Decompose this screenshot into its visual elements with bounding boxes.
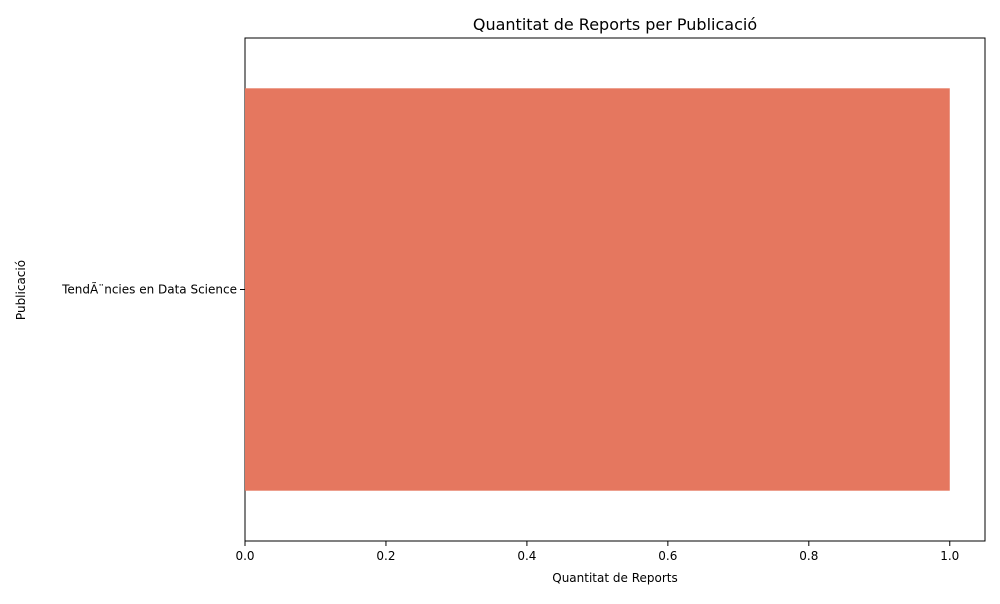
y-axis-ticks: TendÃ¨ncies en Data Science [61, 282, 245, 297]
bar-series [245, 88, 950, 491]
chart-title: Quantitat de Reports per Publicació [473, 15, 757, 34]
x-tick-label: 0.8 [799, 549, 818, 563]
x-tick-label: 0.2 [376, 549, 395, 563]
x-tick-label: 1.0 [940, 549, 959, 563]
x-tick-label: 0.0 [235, 549, 254, 563]
x-axis-label: Quantitat de Reports [552, 571, 677, 585]
y-tick-label: TendÃ¨ncies en Data Science [61, 282, 237, 297]
y-axis-label: Publicació [14, 260, 28, 320]
bar [245, 88, 950, 491]
x-tick-label: 0.6 [658, 549, 677, 563]
x-tick-label: 0.4 [517, 549, 536, 563]
x-axis-ticks: 0.0 0.2 0.4 0.6 0.8 1.0 [235, 541, 959, 563]
